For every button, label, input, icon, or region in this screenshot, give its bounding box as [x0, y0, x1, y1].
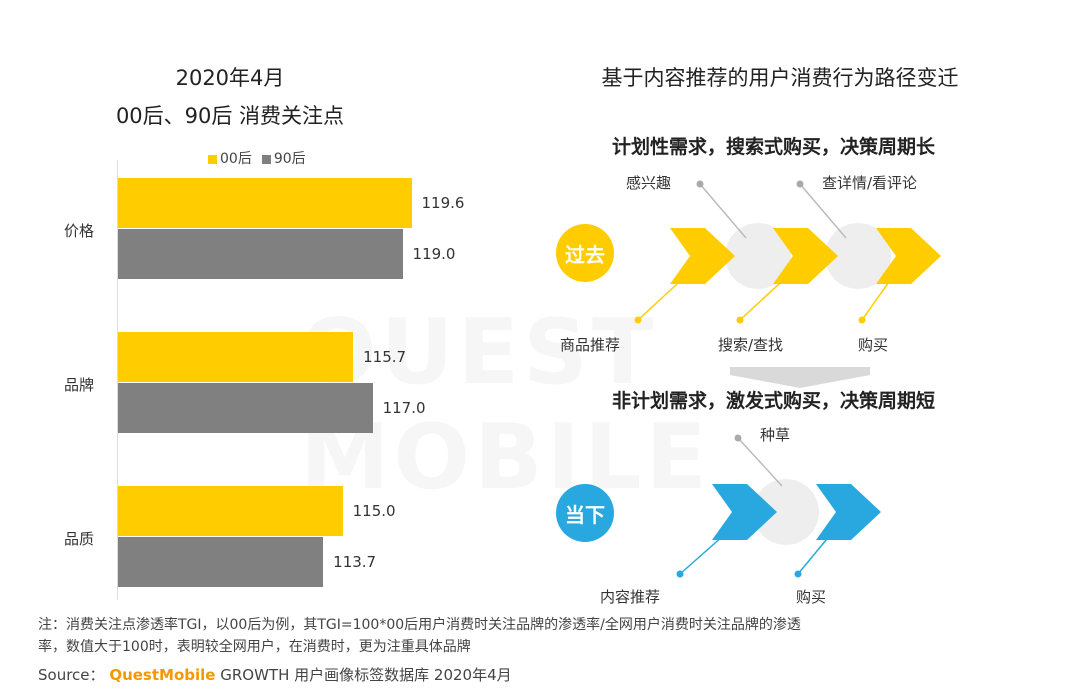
- bar-90: [118, 229, 403, 279]
- present-heading: 非计划需求，激发式购买，决策周期短: [612, 390, 936, 412]
- path-diagram: [634, 180, 941, 578]
- diagram-title: 基于内容推荐的用户消费行为路径变迁: [601, 66, 959, 90]
- y-axis-line: [117, 160, 118, 600]
- bar-value-label: 113.7: [333, 553, 377, 571]
- chart-legend: 00后 90后: [208, 148, 306, 168]
- past-badge: 过去: [556, 224, 614, 282]
- source-prefix: Source：: [38, 666, 105, 684]
- past-gray-node-2: [825, 223, 891, 289]
- connector-dot: [796, 180, 804, 188]
- category-label: 品质: [64, 530, 95, 548]
- footnote-line-1: 注：消费关注点渗透率TGI，以00后为例，其TGI=100*00后用户消费时关注…: [38, 617, 801, 633]
- connector-dot: [736, 316, 744, 324]
- label-search: 搜索/查找: [718, 336, 784, 354]
- legend-swatch-00: [208, 154, 217, 164]
- connector-line: [637, 271, 691, 321]
- present-blue-node-2: [816, 484, 881, 540]
- past-heading: 计划性需求，搜索式购买，决策周期长: [612, 136, 936, 158]
- bar-00: [118, 178, 412, 228]
- label-product-rec: 商品推荐: [560, 336, 621, 354]
- present-gray-node: [753, 479, 819, 545]
- bar-90: [118, 383, 373, 433]
- connector-line: [737, 437, 783, 487]
- connector-line: [799, 183, 847, 239]
- bar-90: [118, 537, 324, 587]
- connector-dot: [696, 180, 704, 188]
- connector-line: [679, 527, 733, 575]
- past-gray-node-1: [725, 223, 791, 289]
- connector-line: [699, 183, 747, 239]
- bar-value-label: 119.0: [412, 245, 456, 263]
- legend-label-00: 00后: [220, 151, 252, 167]
- legend-item-00: 00后: [208, 148, 252, 168]
- label-buy-present: 购买: [796, 588, 827, 606]
- connector-dot: [794, 570, 802, 578]
- connector-line: [861, 271, 897, 321]
- chart-subtitle: 00后、90后 消费关注点: [115, 104, 345, 128]
- connector-line: [797, 527, 837, 575]
- legend-label-90: 90后: [273, 151, 306, 167]
- bar-00: [118, 486, 343, 536]
- past-yellow-node-3: [876, 228, 941, 284]
- footnote-line-2: 率，数值大于100时，表明较全网用户，在消费时，更为注重具体品牌: [38, 639, 471, 655]
- source-brand: QuestMobile: [109, 666, 216, 684]
- label-seed: 种草: [760, 426, 791, 444]
- bar-00: [118, 332, 354, 382]
- present-flow: [676, 434, 881, 578]
- bar-value-label: 119.6: [421, 194, 465, 212]
- bar-value-label: 115.7: [363, 348, 407, 366]
- label-interest: 感兴趣: [626, 174, 672, 192]
- label-details: 查详情/看评论: [822, 174, 918, 192]
- source-line: Source： QuestMobile GROWTH 用户画像标签数据库 202…: [38, 664, 512, 685]
- present-badge-label: 当下: [565, 502, 605, 527]
- category-label: 品牌: [64, 376, 95, 394]
- past-flow: [634, 180, 941, 324]
- chart-title: 2020年4月: [175, 66, 285, 90]
- transition-arrow: [730, 367, 870, 388]
- present-blue-node-1: [712, 484, 777, 540]
- connector-line: [739, 271, 793, 321]
- connector-dot: [858, 316, 866, 324]
- label-content-rec: 内容推荐: [600, 588, 661, 606]
- past-yellow-node-1: [670, 228, 735, 284]
- past-badge-label: 过去: [565, 242, 605, 267]
- bar-value-label: 115.0: [352, 502, 396, 520]
- present-badge: 当下: [556, 484, 614, 542]
- bar-value-label: 117.0: [382, 399, 426, 417]
- label-buy-past: 购买: [858, 336, 889, 354]
- category-label: 价格: [64, 222, 95, 240]
- legend-item-90: 90后: [261, 148, 306, 168]
- connector-dot: [634, 316, 642, 324]
- connector-dot: [734, 434, 742, 442]
- source-rest: GROWTH 用户画像标签数据库 2020年4月: [220, 666, 512, 684]
- past-yellow-node-2: [773, 228, 838, 284]
- legend-swatch-90: [261, 154, 271, 164]
- connector-dot: [676, 570, 684, 578]
